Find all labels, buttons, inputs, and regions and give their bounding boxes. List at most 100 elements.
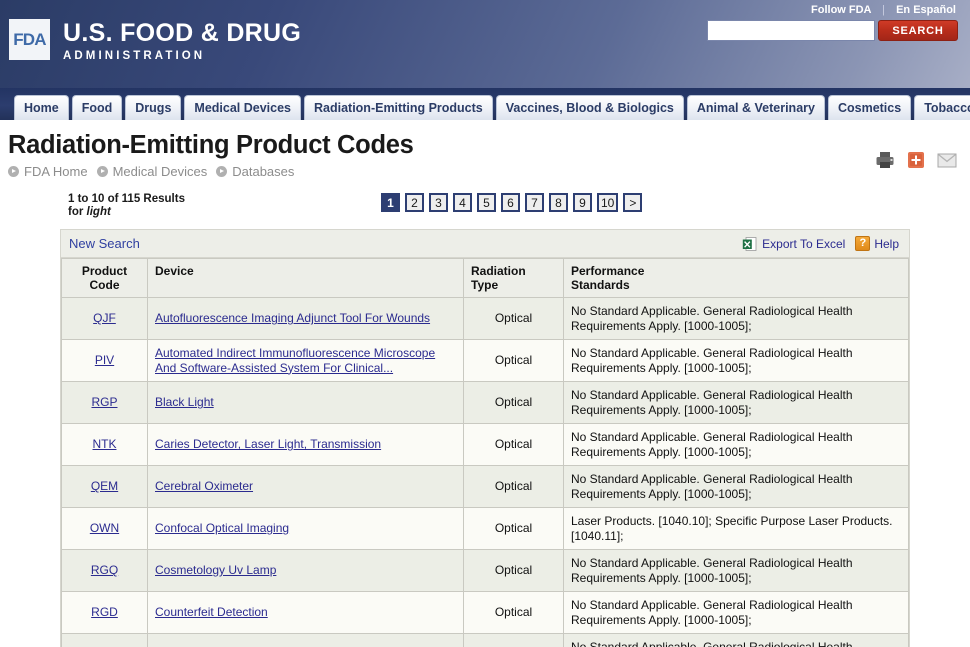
product-code-link[interactable]: RGP	[91, 395, 118, 410]
breadcrumb-item-fda-home[interactable]: FDA Home	[24, 164, 88, 179]
page-button-9[interactable]: 9	[573, 193, 592, 212]
page-button-next[interactable]: >	[623, 193, 643, 212]
page-button-7[interactable]: 7	[525, 193, 544, 212]
export-to-excel-button[interactable]: Export To Excel	[742, 236, 845, 252]
breadcrumb-item-medical-devices[interactable]: Medical Devices	[112, 164, 208, 179]
column-header-performance-standards-line1: Performance	[571, 264, 645, 278]
column-header-radiation-type-line2: Type	[471, 278, 499, 292]
en-espanol-link[interactable]: En Español	[896, 4, 956, 16]
table-header-row: Product Code Device Radiation Type Perfo…	[61, 258, 909, 298]
cell-product-code: RGJ	[61, 633, 148, 647]
new-search-link[interactable]: New Search	[69, 236, 140, 251]
cell-product-code: RGD	[61, 591, 148, 634]
results-for-label: for	[68, 206, 87, 218]
nav-item-vaccines-blood-biologics[interactable]: Vaccines, Blood & Biologics	[495, 95, 684, 120]
nav-item-animal-veterinary[interactable]: Animal & Veterinary	[686, 95, 825, 120]
page-button-4[interactable]: 4	[453, 193, 472, 212]
cell-device: Cosmetology Uv Lamp	[147, 549, 464, 592]
column-header-device-line1: Device	[155, 264, 194, 278]
cell-performance-standards: No Standard Applicable. General Radiolog…	[563, 633, 909, 647]
chevron-right-icon	[216, 166, 228, 177]
nav-item-home[interactable]: Home	[14, 95, 69, 120]
nav-item-drugs[interactable]: Drugs	[125, 95, 182, 120]
nav-item-radiation-emitting-products[interactable]: Radiation-Emitting Products	[304, 95, 493, 120]
share-plus-icon[interactable]	[905, 149, 927, 171]
device-link[interactable]: Cerebral Oximeter	[155, 479, 254, 494]
cell-device: Black Light	[147, 381, 464, 424]
cell-device: Automated Indirect Immunofluorescence Mi…	[147, 339, 464, 382]
page-button-3[interactable]: 3	[429, 193, 448, 212]
fda-logo-mark: FDA	[9, 19, 50, 60]
cell-product-code: QEM	[61, 465, 148, 508]
cell-radiation-type: Optical	[463, 465, 564, 508]
primary-navigation: Home Food Drugs Medical Devices Radiatio…	[0, 88, 970, 120]
product-code-link[interactable]: QJF	[93, 311, 116, 326]
table-row: NTK Caries Detector, Laser Light, Transm…	[61, 423, 909, 466]
cell-performance-standards: No Standard Applicable. General Radiolog…	[563, 549, 909, 592]
nav-item-tobacco-products[interactable]: Tobacco Products	[914, 95, 970, 120]
cell-product-code: OWN	[61, 507, 148, 550]
nav-item-cosmetics[interactable]: Cosmetics	[827, 95, 912, 120]
table-row: PIV Automated Indirect Immunofluorescenc…	[61, 339, 909, 382]
nav-item-medical-devices[interactable]: Medical Devices	[184, 95, 301, 120]
page-button-8[interactable]: 8	[549, 193, 568, 212]
page-button-5[interactable]: 5	[477, 193, 496, 212]
device-link[interactable]: Caries Detector, Laser Light, Transmissi…	[155, 437, 382, 452]
table-body: QJF Autofluorescence Imaging Adjunct Too…	[61, 297, 909, 647]
product-code-link[interactable]: QEM	[90, 479, 119, 494]
table-row: RGJ Countertop Sanitizer Optical No Stan…	[61, 633, 909, 647]
device-link[interactable]: Counterfeit Detection	[155, 605, 268, 620]
fda-logo[interactable]: FDA U.S. FOOD & DRUG ADMINISTRATION	[9, 18, 301, 64]
site-search-input[interactable]	[707, 20, 875, 41]
site-search-button[interactable]: SEARCH	[878, 20, 958, 41]
cell-device: Confocal Optical Imaging	[147, 507, 464, 550]
column-header-product-code-line2: Code	[89, 278, 120, 292]
cell-product-code: PIV	[61, 339, 148, 382]
cell-device: Caries Detector, Laser Light, Transmissi…	[147, 423, 464, 466]
device-link[interactable]: Black Light	[155, 395, 214, 410]
help-button[interactable]: ? Help	[855, 236, 899, 251]
product-code-link[interactable]: RGD	[91, 605, 118, 620]
product-code-link[interactable]: OWN	[89, 521, 120, 536]
product-code-link[interactable]: RGQ	[90, 563, 119, 578]
fda-logo-abbr: FDA	[13, 29, 46, 49]
header-utility-area: Follow FDA | En Español SEARCH	[707, 4, 958, 41]
cell-device: Counterfeit Detection	[147, 591, 464, 634]
print-icon[interactable]	[874, 149, 896, 171]
cell-performance-standards: No Standard Applicable. General Radiolog…	[563, 381, 909, 424]
column-header-device: Device	[147, 258, 464, 298]
device-link[interactable]: Automated Indirect Immunofluorescence Mi…	[155, 346, 436, 375]
help-label: Help	[874, 236, 899, 251]
cell-product-code: NTK	[61, 423, 148, 466]
cell-radiation-type: Optical	[463, 549, 564, 592]
site-search-form: SEARCH	[707, 20, 958, 41]
table-row: QEM Cerebral Oximeter Optical No Standar…	[61, 465, 909, 508]
breadcrumb-item-databases[interactable]: Databases	[232, 164, 295, 179]
column-header-performance-standards: Performance Standards	[563, 258, 909, 298]
cell-radiation-type: Optical	[463, 423, 564, 466]
column-header-product-code: Product Code	[61, 258, 148, 298]
email-icon[interactable]	[936, 149, 958, 171]
page-button-2[interactable]: 2	[405, 193, 424, 212]
product-code-link[interactable]: PIV	[94, 353, 115, 368]
table-row: RGP Black Light Optical No Standard Appl…	[61, 381, 909, 424]
device-link[interactable]: Autofluorescence Imaging Adjunct Tool Fo…	[155, 311, 431, 326]
pagination: 1 2 3 4 5 6 7 8 9 10 >	[381, 193, 643, 212]
page-button-10[interactable]: 10	[597, 193, 619, 212]
page-button-6[interactable]: 6	[501, 193, 520, 212]
results-panel-toolbar: New Search Export To Excel ? Help	[61, 230, 909, 258]
page-heading-block: Radiation-Emitting Product Codes FDA Hom…	[0, 120, 970, 179]
device-link[interactable]: Confocal Optical Imaging	[155, 521, 290, 536]
chevron-right-icon	[96, 166, 108, 177]
results-count-text: 1 to 10 of 115 Results	[68, 193, 185, 205]
cell-device: Cerebral Oximeter	[147, 465, 464, 508]
page-button-1[interactable]: 1	[381, 193, 400, 212]
nav-item-food[interactable]: Food	[71, 95, 123, 120]
cell-radiation-type: Optical	[463, 381, 564, 424]
product-code-link[interactable]: NTK	[92, 437, 117, 452]
cell-device: Countertop Sanitizer	[147, 633, 464, 647]
device-link[interactable]: Cosmetology Uv Lamp	[155, 563, 277, 578]
cell-radiation-type: Optical	[463, 633, 564, 647]
cell-radiation-type: Optical	[463, 339, 564, 382]
follow-fda-link[interactable]: Follow FDA	[811, 4, 872, 16]
